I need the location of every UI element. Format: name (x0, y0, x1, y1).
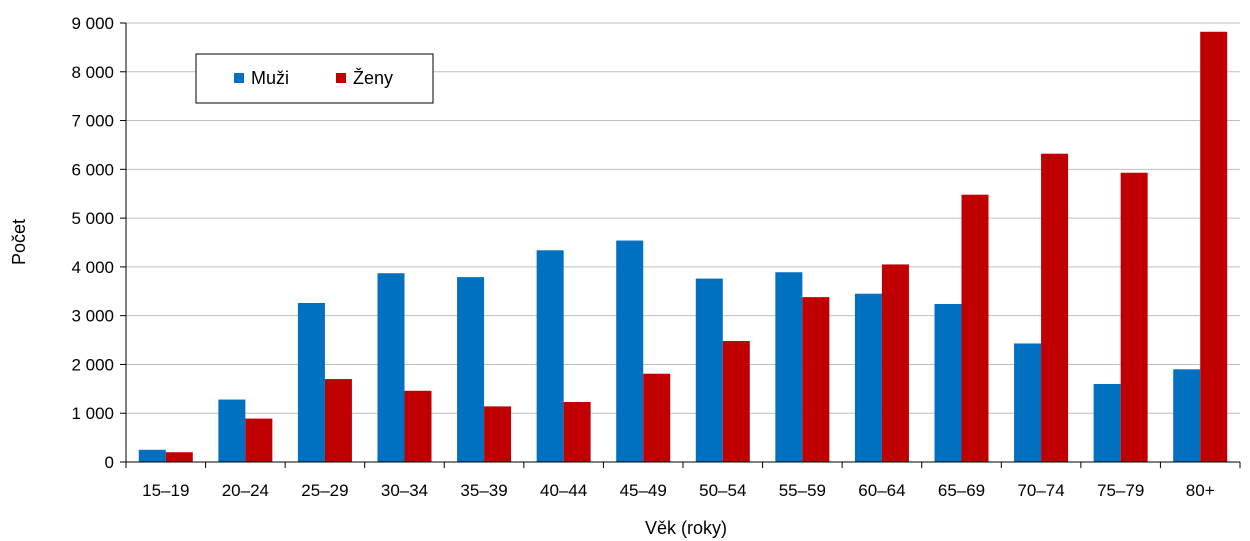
bar-zeny (722, 341, 750, 462)
bar-muzi (536, 250, 564, 462)
legend-swatch-muzi (234, 73, 244, 83)
bar-muzi (695, 278, 723, 462)
x-tick-label: 35–39 (460, 481, 507, 500)
y-tick-label: 1 000 (71, 404, 114, 423)
bar-muzi (297, 302, 325, 462)
y-tick-label: 0 (105, 453, 114, 472)
bar-muzi (775, 272, 803, 462)
bar-muzi (1093, 383, 1121, 462)
x-tick-label: 40–44 (540, 481, 587, 500)
legend: Muži Ženy (195, 53, 434, 104)
bar-muzi (218, 399, 246, 462)
x-tick-label: 30–34 (381, 481, 428, 500)
y-tick-label: 8 000 (71, 63, 114, 82)
legend-label-muzi: Muži (251, 68, 289, 88)
bar-zeny (961, 194, 989, 462)
bar-muzi (138, 449, 166, 462)
y-tick-label: 2 000 (71, 355, 114, 374)
bar-zeny (245, 418, 273, 462)
y-tick-label: 9 000 (71, 14, 114, 33)
x-tick-label: 45–49 (620, 481, 667, 500)
bar-zeny (1120, 172, 1148, 462)
legend-swatch-zeny (336, 73, 346, 83)
x-tick-label: 55–59 (779, 481, 826, 500)
bar-zeny (643, 373, 671, 462)
bar-muzi (457, 277, 485, 462)
x-tick-label: 70–74 (1017, 481, 1064, 500)
bar-zeny (324, 379, 352, 462)
bar-muzi (934, 303, 962, 462)
bars (138, 31, 1228, 463)
y-tick-label: 4 000 (71, 258, 114, 277)
legend-label-zeny: Ženy (353, 68, 393, 88)
x-tick-label: 15–19 (142, 481, 189, 500)
bar-zeny (484, 406, 512, 462)
y-axis-ticks: 0 1 000 2 000 3 000 4 000 5 000 6 000 7 000 8 00… (71, 14, 126, 472)
bar-zeny (563, 402, 591, 462)
x-tick-label: 80+ (1186, 481, 1215, 500)
x-tick-label: 65–69 (938, 481, 985, 500)
bar-zeny (802, 297, 830, 462)
bar-muzi (1014, 343, 1042, 462)
y-tick-label: 6 000 (71, 160, 114, 179)
y-tick-label: 5 000 (71, 209, 114, 228)
bar-zeny (881, 264, 909, 462)
bar-zeny (1041, 153, 1069, 463)
x-tick-label: 60–64 (858, 481, 905, 500)
bar-zeny (1200, 31, 1228, 463)
bar-muzi (1173, 369, 1201, 462)
bar-zeny (165, 452, 193, 462)
legend-box (195, 53, 434, 104)
bar-muzi (854, 293, 882, 462)
y-tick-label: 3 000 (71, 307, 114, 326)
bar-zeny (404, 390, 432, 462)
y-axis-title: Počet (9, 219, 29, 265)
x-tick-label: 50–54 (699, 481, 746, 500)
bar-muzi (616, 240, 644, 462)
x-tick-label: 75–79 (1097, 481, 1144, 500)
bar-muzi (377, 273, 405, 462)
x-tick-label: 20–24 (222, 481, 269, 500)
x-axis-ticks: 15–19 20–24 25–29 30–34 35–39 40–44 45–49 50–54… (125, 462, 1241, 500)
x-tick-label: 25–29 (301, 481, 348, 500)
y-tick-label: 7 000 (71, 112, 114, 131)
x-axis-title: Věk (roky) (645, 518, 727, 538)
